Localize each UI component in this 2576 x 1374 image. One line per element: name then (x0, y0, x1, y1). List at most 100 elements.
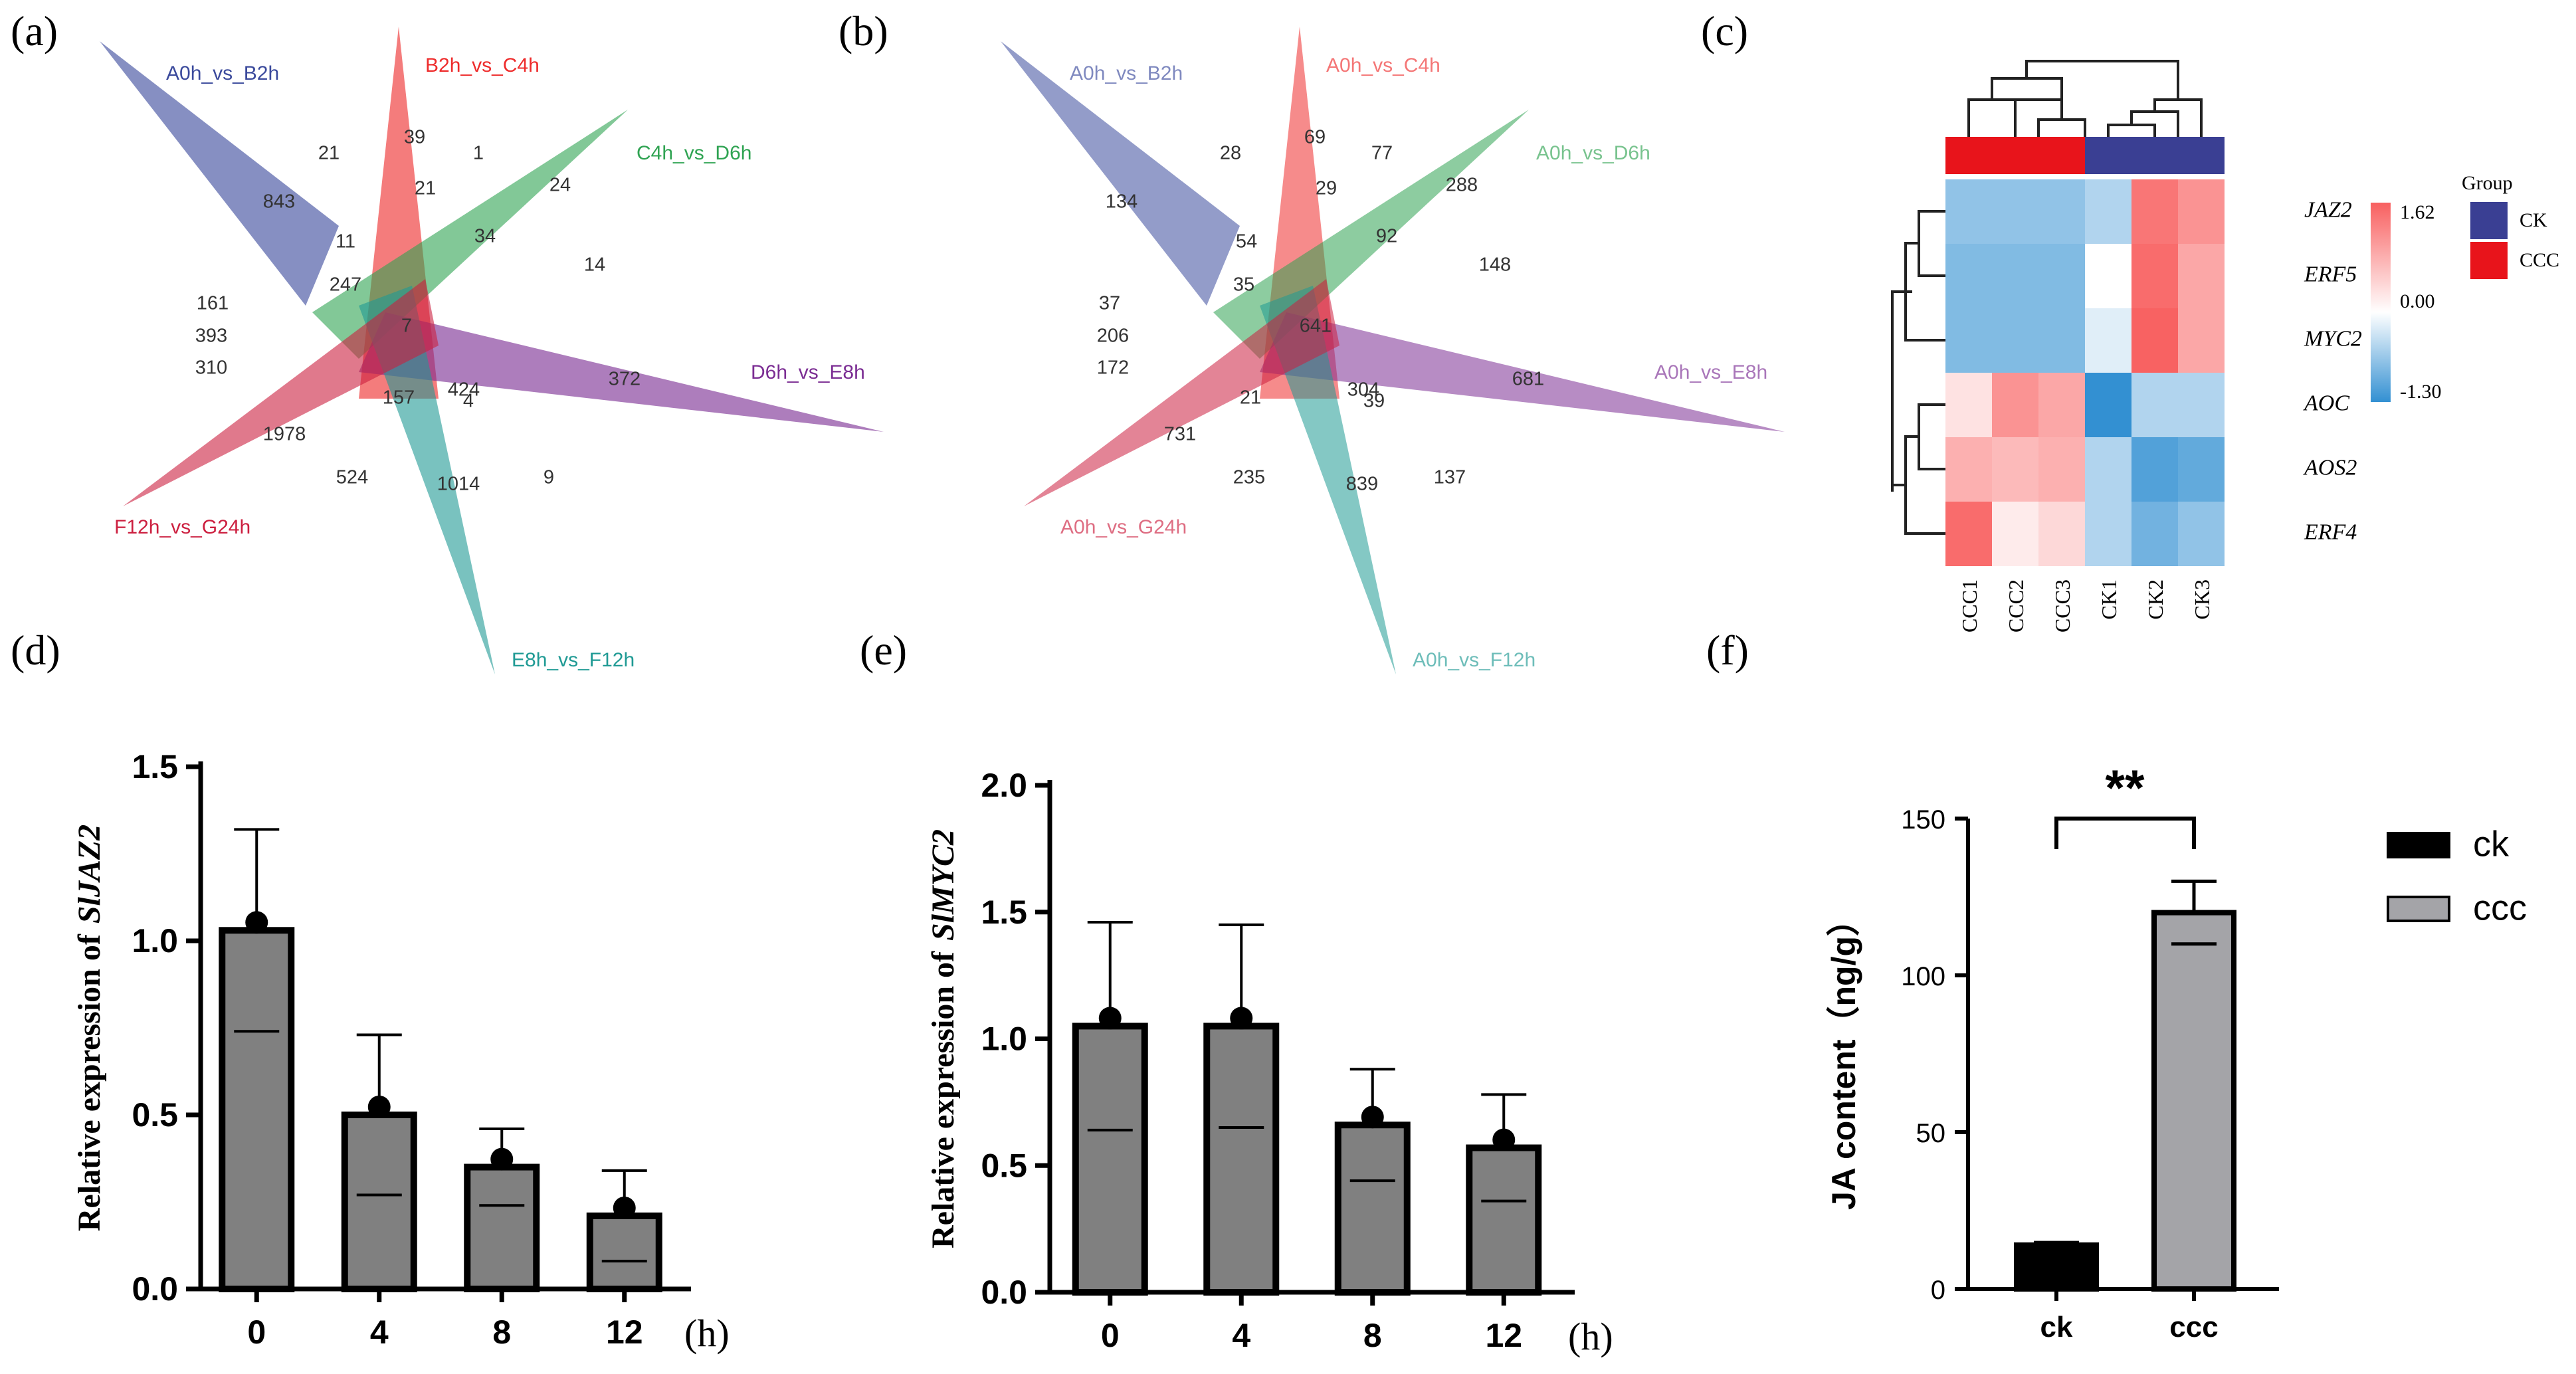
group-bar-cell (2038, 137, 2085, 174)
venn-set-5 (1260, 286, 1396, 674)
venn-region-value: 1978 (263, 424, 306, 445)
column-dendrogram (1967, 60, 2203, 137)
venn-region-value: 393 (195, 326, 227, 347)
row-dendrogram (1891, 210, 1945, 535)
heatmap-column-label: CK1 (2097, 579, 2121, 619)
panel-label-c: (c) (1701, 7, 1748, 54)
y-axis-label-gene: SlJAZ2 (72, 825, 107, 924)
bar (1334, 1122, 1411, 1296)
heatmap-cell (2131, 244, 2178, 308)
significance-bracket (2054, 817, 2196, 849)
legend-ck-swatch (2387, 832, 2450, 858)
heatmap-column-label: CCC1 (1957, 579, 1981, 633)
y-axis-label: Relative expression of SlJAZ2 (72, 825, 107, 1231)
heatmap-cell (1945, 244, 1992, 308)
group-bar-cell (1992, 137, 2038, 174)
venn-region-value: 372 (609, 369, 641, 390)
y-tick-label: 1.5 (981, 894, 1027, 931)
legend-ccc-swatch (2387, 896, 2450, 922)
y-tick-label: 50 (1916, 1119, 1946, 1148)
venn-region-value: 14 (584, 254, 605, 276)
venn-region-value: 206 (1097, 326, 1129, 347)
x-tick-label: 4 (1232, 1317, 1250, 1354)
legend-ccc-label: CCC (2520, 249, 2559, 271)
venn-diagram-a: A0h_vs_B2h B2h_vs_C4h C4h_vs_D6h D6h_vs_E8h… (100, 27, 884, 674)
venn-region-value: 39 (404, 127, 425, 148)
x-tick-label: ck (2040, 1311, 2073, 1343)
panel-label-f: (f) (1706, 627, 1749, 674)
venn-set-1 (1001, 41, 1240, 306)
bar (219, 927, 295, 1292)
venn-set-3 (312, 110, 628, 359)
y-tick-label: 0.5 (981, 1147, 1027, 1184)
bar (1466, 1144, 1542, 1296)
venn-set-label: A0h_vs_D6h (1536, 142, 1650, 164)
y-tick-label: 1.0 (981, 1021, 1027, 1058)
heatmap-cell (2038, 502, 2085, 566)
venn-region-value: 641 (1300, 316, 1332, 337)
heatmap-cell (2038, 308, 2085, 373)
heatmap-row-label: MYC2 (2304, 326, 2362, 351)
venn-region-value: 288 (1446, 175, 1478, 196)
venn-region-value: 148 (1479, 254, 1511, 276)
venn-set-label: B2h_vs_C4h (425, 54, 540, 76)
heatmap-cell (1992, 437, 2038, 502)
heatmap-row-label: JAZ2 (2304, 197, 2352, 222)
bar (1072, 1023, 1148, 1296)
x-tick-label: 8 (492, 1314, 511, 1351)
venn-region-value: 39 (1363, 391, 1385, 412)
venn-set-1 (100, 41, 339, 306)
y-tick-label: 0.0 (132, 1270, 178, 1308)
heatmap-cell (2085, 244, 2131, 308)
y-tick-label: 150 (1901, 805, 1945, 834)
venn-region-value: 843 (263, 191, 295, 213)
x-tick-label: 4 (370, 1314, 389, 1351)
y-tick-label: 1.5 (132, 748, 178, 785)
bar (1203, 1023, 1280, 1296)
legend-ccc-swatch (2470, 242, 2508, 279)
x-tick-label: 12 (606, 1314, 643, 1351)
venn-set-label: A0h_vs_E8h (1654, 361, 1767, 383)
heatmap-cell (2178, 244, 2225, 308)
heatmap-cell (2085, 179, 2131, 244)
heatmap-cell (2131, 437, 2178, 502)
y-axis-label: JA content（ng/g） (1825, 903, 1862, 1210)
venn-set-label: D6h_vs_E8h (751, 361, 865, 383)
heatmap-cell (1945, 179, 1992, 244)
heatmap-cell (1992, 179, 2038, 244)
venn-set-label: A0h_vs_B2h (1070, 62, 1183, 84)
heatmap-column-label: CK3 (2190, 579, 2214, 619)
data-point (1361, 1106, 1384, 1129)
y-tick-label: 1.0 (132, 922, 178, 959)
y-tick-label: 0.0 (981, 1274, 1027, 1311)
y-axis-label-gene: SlMYC2 (926, 829, 961, 941)
panel-label-b: (b) (839, 7, 888, 54)
colorbar-min: -1.30 (2400, 381, 2442, 403)
group-bar-cell (1945, 137, 1992, 174)
data-point (367, 1096, 391, 1118)
heatmap-column-label: CK2 (2143, 579, 2167, 619)
venn-set-label: E8h_vs_F12h (512, 649, 635, 671)
bar (464, 1163, 540, 1292)
heatmap-row-label: ERF4 (2304, 520, 2357, 544)
heatmap-c: JAZ2 ERF5 MYC2 AOC AOS2 ERF4 CCC1 CCC2 CCC3 CK1 CK… (1891, 60, 2559, 633)
venn-region-value: 37 (1099, 293, 1120, 314)
venn-region-value: 731 (1164, 424, 1196, 445)
heatmap-row-label: ERF5 (2304, 262, 2357, 286)
venn-region-value: 11 (336, 231, 355, 252)
data-point (613, 1196, 636, 1219)
heatmap-cell (2038, 437, 2085, 502)
venn-region-value: 4 (463, 391, 474, 412)
y-axis-label-text: Relative expression of (72, 933, 107, 1231)
venn-region-value: 34 (474, 226, 496, 247)
heatmap-cell (1992, 373, 2038, 437)
venn-set-6 (1024, 279, 1339, 506)
venn-region-value: 69 (1304, 127, 1326, 148)
heatmap-cell (2178, 437, 2225, 502)
venn-region-value: 157 (383, 387, 415, 409)
heatmap-cell (2085, 502, 2131, 566)
bar (341, 1112, 417, 1292)
y-axis-label-text: Relative expression of (926, 951, 961, 1248)
group-bar-cell (2178, 137, 2225, 174)
heatmap-cell (2038, 373, 2085, 437)
